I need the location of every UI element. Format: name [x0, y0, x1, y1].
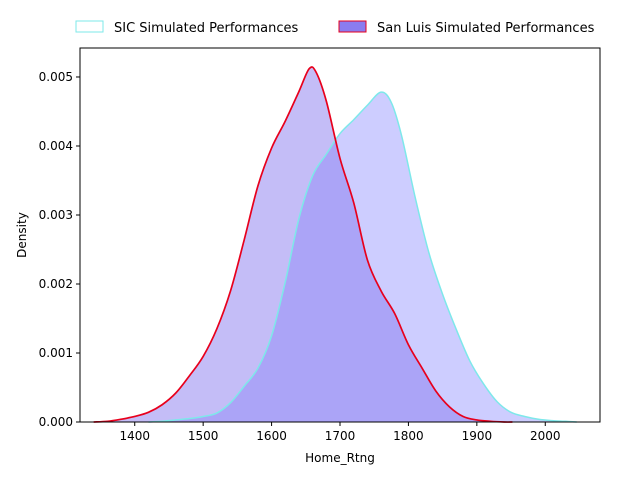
x-axis-label: Home_Rtng [305, 451, 375, 465]
x-tick-label: 1900 [462, 429, 493, 443]
legend: SIC Simulated Performances San Luis Simul… [75, 20, 595, 36]
san-luis-density-line [93, 66, 513, 423]
y-tick-label: 0.000 [39, 415, 73, 429]
x-tick-label: 1400 [119, 429, 150, 443]
legend-label: SIC Simulated Performances [114, 21, 298, 36]
x-tick-label: 1600 [256, 429, 287, 443]
y-tick-label: 0.001 [39, 346, 73, 360]
san-luis-density-area [93, 66, 513, 423]
x-tick-label: 2000 [530, 429, 561, 443]
legend-swatch-san-luis [338, 20, 367, 33]
area-fills [93, 66, 577, 423]
x-axis: 1400 1500 1600 1700 1800 1900 2000 [119, 422, 561, 443]
x-tick-label: 1500 [188, 429, 219, 443]
x-tick-label: 1800 [393, 429, 424, 443]
legend-swatch-sic [75, 20, 104, 33]
sic-density-line [148, 91, 577, 423]
y-tick-label: 0.003 [39, 208, 73, 222]
legend-label: San Luis Simulated Performances [377, 21, 595, 36]
y-tick-label: 0.005 [39, 70, 73, 84]
y-tick-label: 0.004 [39, 139, 73, 153]
y-tick-label: 0.002 [39, 277, 73, 291]
y-axis: 0.000 0.001 0.002 0.003 0.004 0.005 [39, 70, 80, 429]
x-tick-label: 1700 [325, 429, 356, 443]
y-axis-label: Density [15, 212, 29, 258]
series-lines [93, 66, 577, 423]
